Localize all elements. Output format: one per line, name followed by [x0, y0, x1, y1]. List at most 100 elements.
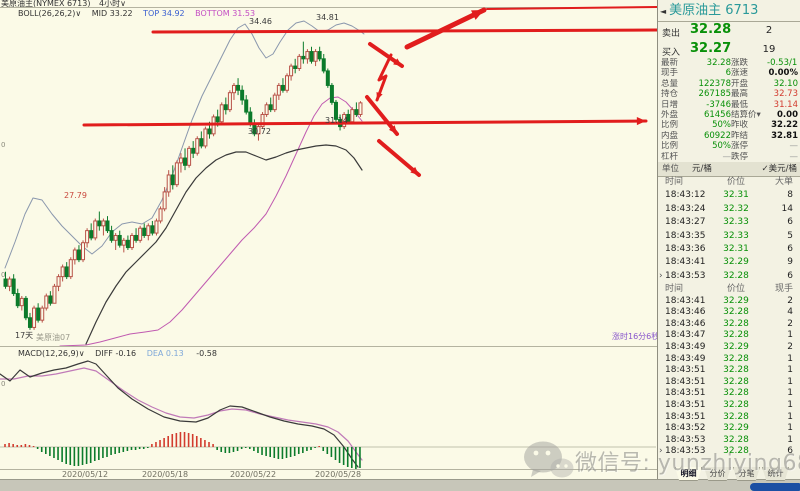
chart-label: 涨时16分6秒 — [612, 332, 660, 341]
table-row: 18:43:46 32.28 4 — [665, 307, 793, 318]
taskbar-corner — [750, 483, 800, 491]
table-row: 18:43:51 32.28 1 — [665, 411, 793, 422]
table-row: 18:43:52 32.29 1 — [665, 423, 793, 434]
stat-value: 32.22 — [771, 120, 798, 131]
stat-value: 32.10 — [773, 78, 798, 89]
tab-明细[interactable]: 明细 — [675, 467, 702, 481]
macd-label: MACD(12,26,9) — [18, 349, 79, 358]
chevron-down-icon: ∨ — [78, 349, 85, 358]
big-order-table: 时间 价位 大单 18:43:12 32.31 8 18:43:24 32.32 14 18:43… — [658, 176, 800, 283]
stat-label: 昨结 — [731, 130, 749, 141]
chart-label: 34.46 — [249, 17, 272, 26]
bid-price: 32.27 — [690, 41, 732, 56]
quote-symbol-title: 美原油主 6713 — [669, 3, 759, 18]
ask-label: 卖出 — [662, 29, 681, 39]
table-row: 18:43:51 32.28 1 — [665, 399, 793, 410]
stat-value: -3746 — [706, 99, 731, 110]
table-row: 18:43:53 32.28 1 — [665, 434, 793, 445]
boll-top-value: TOP 34.92 — [143, 9, 185, 18]
stat-label: 比例 — [661, 120, 679, 131]
macd-diff-value: DIFF -0.16 — [95, 349, 137, 358]
macd-dea-value: DEA 0.13 — [146, 349, 184, 358]
table-row: 18:43:49 32.29 2 — [665, 341, 793, 352]
table-row: 18:43:12 32.31 8 — [665, 190, 793, 201]
macd-indicator-header[interactable]: MACD(12,26,9)∨ DIFF -0.16 DEA 0.13 -0.58 — [18, 349, 217, 359]
stat-label: 内盘 — [661, 130, 679, 141]
ask-qty: 2 — [765, 25, 773, 36]
quote-title-bar: ◄ 美原油主 6713 — [658, 1, 800, 22]
stat-value: 31.14 — [773, 99, 798, 110]
table-row: 18:43:46 32.28 2 — [665, 318, 793, 329]
bid-qty: 19 — [762, 44, 776, 55]
stat-label: 持仓 — [661, 89, 679, 100]
stat-label: 跌停 — [731, 151, 749, 162]
boll-mid-value: MID 33.22 — [91, 9, 133, 18]
stat-label: 结算价▾ — [731, 110, 761, 121]
chevron-down-icon: ∨ — [75, 9, 82, 18]
stat-value: 32.28 — [706, 58, 731, 68]
stat-label: 涨跌 — [731, 58, 749, 68]
stat-value: — — [789, 151, 799, 162]
x-axis-date: 2020/05/12 — [61, 470, 109, 479]
tick-detail-table: 时间 价位 现手 18:43:41 32.29 2 18:43:46 32.28 4 18:43:… — [658, 284, 800, 458]
collapse-panel-icon[interactable]: ◄ — [660, 7, 667, 16]
table-row: 18:43:51 32.28 1 — [665, 388, 793, 399]
stat-value: — — [789, 141, 799, 152]
stat-value: 0.00% — [768, 68, 799, 79]
bid-label: 买入 — [662, 48, 681, 58]
tab-统计[interactable]: 统计 — [762, 467, 789, 481]
tab-分笔[interactable]: 分笔 — [733, 467, 760, 481]
unit-row: 单位 元/桶 ✓美元/桶 — [658, 162, 800, 177]
stat-label: 外盘 — [661, 110, 679, 121]
period-selector[interactable]: 4小时∨ — [99, 0, 126, 8]
chart-label: 34.81 — [316, 13, 339, 22]
ask-price: 32.28 — [690, 22, 732, 37]
stat-value: -0.53/1.62% — [767, 58, 798, 68]
macd-hist-value: -0.58 — [196, 349, 217, 358]
instrument-title: 美原油主(NYMEX 6713) 4小时∨ — [1, 0, 126, 8]
table-row: › 18:43:53 32.28 6 — [659, 446, 793, 457]
boll-indicator-header[interactable]: BOLL(26,26,2)∨ MID 33.22 TOP 34.92 BOTTO… — [18, 9, 255, 18]
stat-label: 最低 — [731, 99, 749, 110]
stat-value: 50% — [712, 120, 731, 131]
main-chart-svg[interactable] — [0, 0, 657, 479]
x-axis-date: 2020/05/28 — [314, 470, 362, 479]
stat-value: — — [722, 151, 732, 162]
table-row: 18:43:41 32.29 2 — [665, 295, 793, 306]
ask-row: 卖出 32.28 2 — [658, 21, 800, 40]
chart-label: 0 — [1, 141, 6, 149]
stat-value: 50% — [712, 141, 731, 152]
stat-label: 杠杆 — [661, 151, 679, 162]
stat-value: 122378 — [698, 78, 731, 89]
chart-label: 0 — [1, 380, 6, 388]
stat-label: 现手 — [661, 68, 679, 79]
table-row: 18:43:51 32.28 1 — [665, 365, 793, 376]
stat-label: 最新 — [661, 58, 679, 68]
chart-label: 美原油07 — [36, 333, 71, 342]
chart-label: 31.14 — [325, 116, 348, 125]
boll-bottom-value: BOTTOM 31.53 — [195, 9, 256, 18]
table-row: › 18:43:53 32.28 6 — [659, 270, 793, 281]
chart-label: 0 — [1, 271, 6, 279]
stat-label: 最高 — [731, 89, 749, 100]
stat-value: 267185 — [698, 89, 731, 100]
stat-value: 32.73 — [773, 89, 798, 100]
title-divider — [0, 7, 657, 8]
axis-divider — [0, 469, 657, 470]
table-row: 18:43:51 32.28 1 — [665, 376, 793, 387]
table-row: 18:43:35 32.33 5 — [665, 230, 793, 241]
detail-tab-bar: 明细 分价 分笔 统计 — [675, 467, 789, 481]
unit-value: 元/桶 — [692, 164, 712, 174]
table-row: 18:43:49 32.28 1 — [665, 353, 793, 364]
table-header: 时间 价位 大单 — [665, 177, 793, 187]
stat-label: 总量 — [661, 78, 679, 89]
stat-label: 涨停 — [731, 141, 749, 152]
table-row: 18:43:47 32.28 1 — [665, 330, 793, 341]
tab-分价[interactable]: 分价 — [704, 467, 731, 481]
stat-value: 32.81 — [771, 130, 798, 141]
chevron-down-icon: ∨ — [120, 0, 126, 8]
unit-alt-value[interactable]: ✓美元/桶 — [761, 164, 798, 174]
stat-label: 开盘 — [731, 78, 749, 89]
status-bar — [0, 479, 800, 491]
